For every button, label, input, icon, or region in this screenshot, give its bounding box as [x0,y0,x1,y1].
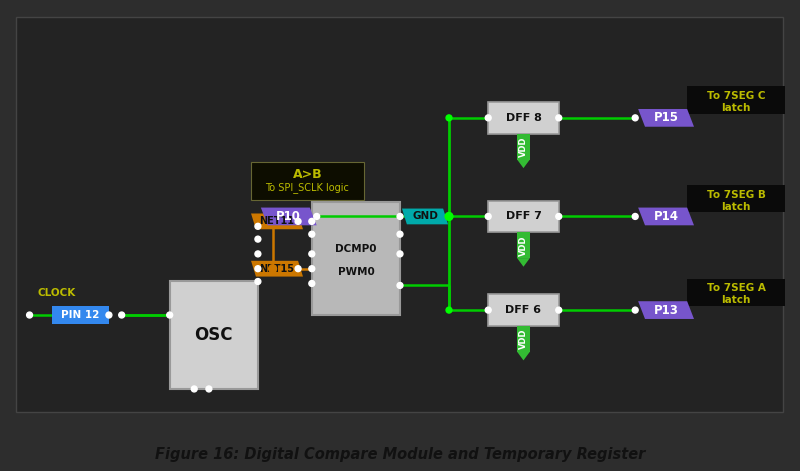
Text: NET11: NET11 [259,216,294,227]
Circle shape [556,213,562,219]
Circle shape [309,266,314,272]
Circle shape [446,307,452,313]
FancyBboxPatch shape [312,202,400,315]
Text: NET15: NET15 [259,264,294,274]
Circle shape [486,213,491,219]
FancyBboxPatch shape [52,306,109,324]
Circle shape [632,115,638,121]
FancyBboxPatch shape [488,201,558,232]
Text: To 7SEG A: To 7SEG A [706,284,766,293]
Text: PIN 12: PIN 12 [62,310,100,320]
Circle shape [445,212,453,220]
Circle shape [314,213,320,219]
Text: P10: P10 [276,210,302,223]
Circle shape [486,115,491,121]
Polygon shape [638,208,694,225]
FancyBboxPatch shape [687,278,785,306]
FancyBboxPatch shape [517,134,530,160]
Circle shape [295,219,301,224]
Circle shape [632,213,638,219]
Text: P14: P14 [654,210,678,223]
Circle shape [397,213,403,219]
Text: latch: latch [722,103,751,113]
Circle shape [269,265,277,273]
FancyBboxPatch shape [488,294,558,326]
FancyBboxPatch shape [488,102,558,134]
Text: A>B: A>B [293,168,322,181]
FancyBboxPatch shape [16,17,783,412]
Polygon shape [251,261,303,276]
Text: To 7SEG B: To 7SEG B [706,190,766,200]
Circle shape [166,312,173,318]
Circle shape [255,236,261,242]
Text: To SPI_SCLK logic: To SPI_SCLK logic [266,182,350,193]
Circle shape [295,266,301,272]
Polygon shape [517,352,530,360]
Circle shape [106,312,112,318]
Text: P15: P15 [654,111,678,124]
Circle shape [255,266,261,272]
Text: latch: latch [722,295,751,305]
Polygon shape [261,208,317,225]
FancyBboxPatch shape [517,326,530,352]
Text: VDD: VDD [519,235,528,256]
Circle shape [397,251,403,257]
Text: OSC: OSC [194,326,233,344]
Text: VDD: VDD [519,137,528,157]
Circle shape [446,115,452,121]
Text: VDD: VDD [519,329,528,349]
Polygon shape [638,301,694,319]
Text: DCMP0: DCMP0 [335,244,377,254]
FancyBboxPatch shape [687,185,785,212]
Circle shape [556,307,562,313]
FancyBboxPatch shape [517,232,530,258]
Text: DFF 6: DFF 6 [506,305,542,315]
Text: To 7SEG C: To 7SEG C [707,91,766,101]
Circle shape [206,386,212,392]
FancyBboxPatch shape [251,162,364,200]
FancyBboxPatch shape [170,281,258,389]
Text: DFF 7: DFF 7 [506,211,542,221]
FancyBboxPatch shape [687,86,785,114]
Text: latch: latch [722,202,751,211]
Circle shape [255,223,261,229]
Polygon shape [638,109,694,127]
Polygon shape [402,209,448,224]
Text: P13: P13 [654,304,678,317]
Text: PWM0: PWM0 [338,267,374,277]
Polygon shape [517,160,530,168]
Circle shape [397,283,403,288]
Text: Figure 16: Digital Compare Module and Temporary Register: Figure 16: Digital Compare Module and Te… [155,447,645,462]
Circle shape [26,312,33,318]
Circle shape [556,115,562,121]
Circle shape [309,231,314,237]
Text: DFF 8: DFF 8 [506,113,542,123]
Circle shape [397,231,403,237]
Circle shape [309,281,314,286]
Polygon shape [517,258,530,267]
Circle shape [309,251,314,257]
Circle shape [118,312,125,318]
Circle shape [486,307,491,313]
Circle shape [309,219,314,224]
Circle shape [255,278,261,284]
Polygon shape [251,213,303,229]
Text: GND: GND [412,211,438,221]
Circle shape [191,386,197,392]
Circle shape [255,251,261,257]
Text: CLOCK: CLOCK [38,288,76,298]
Circle shape [632,307,638,313]
